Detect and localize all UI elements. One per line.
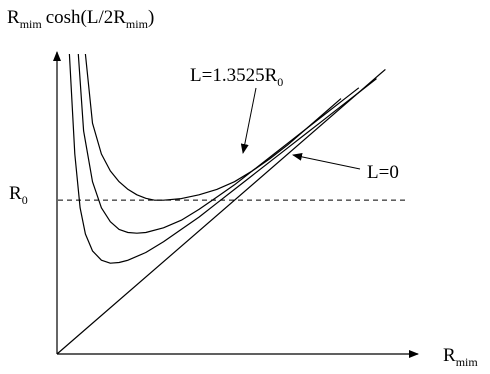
series-group bbox=[56, 53, 386, 355]
series-line-2 bbox=[68, 53, 377, 264]
annotation-zero-label: L=0 bbox=[367, 162, 399, 183]
x-axis-label: Rmim bbox=[443, 345, 478, 369]
y-axis-label: Rmim cosh(L/2Rmim) bbox=[7, 7, 154, 31]
reference-label: R0 bbox=[9, 183, 28, 207]
series-line-0 bbox=[84, 53, 342, 201]
annotation-critical-pointer bbox=[240, 87, 257, 154]
series-line-3 bbox=[56, 68, 386, 355]
series-line-1 bbox=[77, 53, 360, 234]
annotation-critical-label: L=1.3525R0 bbox=[190, 65, 283, 89]
annotation-zero-pointer bbox=[292, 152, 361, 170]
